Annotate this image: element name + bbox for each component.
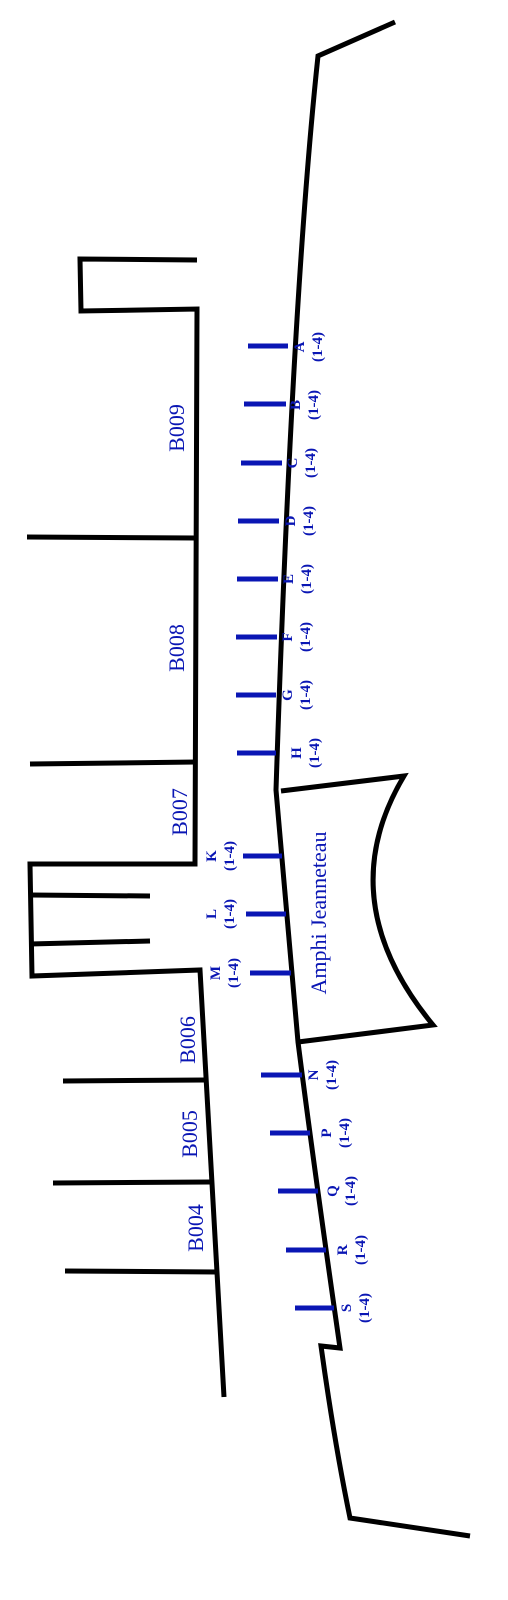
row-letter-r: R xyxy=(335,1244,351,1255)
row-range-f: (1-4) xyxy=(298,622,314,652)
row-range-b: (1-4) xyxy=(306,390,322,420)
row-label-n: N (1-4) xyxy=(306,1060,340,1090)
row-range-k: (1-4) xyxy=(222,841,238,871)
alcove-line-lower xyxy=(29,938,151,947)
row-letter-c: C xyxy=(285,458,301,469)
divider-b006-b005 xyxy=(62,1077,206,1084)
row-letter-m: M xyxy=(208,966,224,980)
row-range-s: (1-4) xyxy=(357,1293,373,1323)
row-letter-h: H xyxy=(289,747,305,759)
row-label-b: B (1-4) xyxy=(288,390,322,420)
row-range-m: (1-4) xyxy=(226,958,242,988)
row-label-c: C (1-4) xyxy=(285,448,319,478)
row-letter-n: N xyxy=(306,1069,322,1080)
row-label-a: A (1-4) xyxy=(292,332,326,362)
divider-b004-end xyxy=(64,1268,218,1275)
row-label-m: M (1-4) xyxy=(208,958,242,988)
row-letter-e: E xyxy=(281,574,297,584)
room-label-b006: B006 xyxy=(175,1016,200,1064)
row-label-l: L (1-4) xyxy=(204,899,238,929)
room-labels: B009 B008 B007 B006 B005 B004 xyxy=(164,404,208,1252)
row-letter-q: Q xyxy=(325,1185,341,1197)
upper-left-wall xyxy=(27,256,227,1398)
row-range-n: (1-4) xyxy=(324,1060,340,1090)
row-label-d: D (1-4) xyxy=(283,506,317,536)
room-label-b008: B008 xyxy=(164,624,189,672)
row-range-c: (1-4) xyxy=(303,448,319,478)
row-label-k: K (1-4) xyxy=(204,841,238,871)
row-letter-b: B xyxy=(288,400,304,410)
row-letter-f: F xyxy=(280,632,296,641)
alcove-line-upper xyxy=(29,892,151,899)
row-range-h: (1-4) xyxy=(307,738,323,768)
divider-b005-b004 xyxy=(52,1179,212,1186)
row-labels: A (1-4) B (1-4) C (1-4) D (1-4) E (1-4) … xyxy=(204,332,373,1323)
room-label-b004: B004 xyxy=(183,1204,208,1252)
row-letter-g: G xyxy=(280,689,296,701)
row-range-q: (1-4) xyxy=(343,1176,359,1206)
row-letter-d: D xyxy=(283,515,299,526)
row-letter-p: P xyxy=(319,1128,335,1137)
row-label-p: P (1-4) xyxy=(319,1118,353,1148)
row-range-a: (1-4) xyxy=(310,332,326,362)
row-range-e: (1-4) xyxy=(299,564,315,594)
room-label-b005: B005 xyxy=(177,1110,202,1158)
outer-right-wall xyxy=(273,19,471,1539)
row-label-r: R (1-4) xyxy=(335,1235,369,1265)
amphitheatre-outline xyxy=(280,772,438,1045)
row-letter-l: L xyxy=(204,909,220,919)
row-range-r: (1-4) xyxy=(353,1235,369,1265)
row-letter-k: K xyxy=(204,850,220,862)
row-markers xyxy=(236,343,334,1311)
row-label-f: F (1-4) xyxy=(280,622,314,652)
divider-b009-b008 xyxy=(26,534,197,541)
row-letter-s: S xyxy=(339,1304,355,1312)
room-label-b009: B009 xyxy=(164,404,189,452)
room-label-b007: B007 xyxy=(167,788,192,836)
row-label-q: Q (1-4) xyxy=(325,1176,359,1206)
amphi-label: Amphi Jeanneteau xyxy=(306,831,331,994)
row-label-g: G (1-4) xyxy=(280,680,314,710)
row-label-s: S (1-4) xyxy=(339,1293,373,1323)
row-range-l: (1-4) xyxy=(222,899,238,929)
row-label-e: E (1-4) xyxy=(281,564,315,594)
row-letter-a: A xyxy=(292,341,308,352)
row-range-p: (1-4) xyxy=(337,1118,353,1148)
row-range-g: (1-4) xyxy=(298,680,314,710)
row-label-h: H (1-4) xyxy=(289,738,323,768)
row-range-d: (1-4) xyxy=(301,506,317,536)
divider-b008-b007 xyxy=(29,759,197,767)
